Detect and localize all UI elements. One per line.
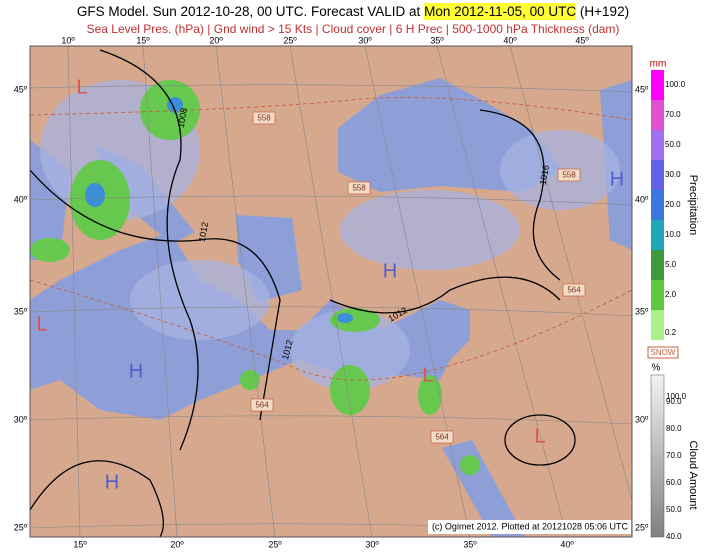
lat-label-left: 25º: [14, 522, 28, 532]
lon-label-top: 10º: [61, 35, 75, 45]
precip-label: 0.2: [665, 328, 677, 337]
cloud-title: Cloud Amount: [687, 440, 699, 509]
pressure-center: H: [610, 168, 624, 190]
pressure-center: H: [383, 260, 397, 282]
title-start: GFS Model. Sun 2012-10-28, 00 UTC. Forec…: [77, 4, 424, 19]
thickness-label-box: [347, 181, 371, 195]
precip-label: 5.0: [665, 260, 677, 269]
lon-label-bottom: 40º: [560, 539, 574, 549]
thickness-label: 564: [567, 286, 581, 295]
thickness-label-box: [250, 398, 274, 412]
subtitle: Sea Level Pres. (hPa) | Gnd wind > 15 Kt…: [87, 22, 620, 36]
thickness-label-box: [252, 111, 276, 125]
lon-label-top: 25º: [283, 35, 297, 45]
thickness-label-box: [430, 430, 454, 444]
lat-label-right: 35º: [635, 306, 649, 316]
precip-unit: mm: [650, 59, 667, 70]
pressure-center: L: [422, 364, 433, 386]
cloud-label: 70.0: [666, 451, 682, 460]
thickness-label: 558: [352, 184, 366, 193]
thickness-label-box: [557, 168, 581, 182]
pressure-center: H: [129, 360, 143, 382]
title: GFS Model. Sun 2012-10-28, 00 UTC. Forec…: [77, 4, 629, 19]
pressure-center: L: [534, 425, 545, 447]
thickness-label: 558: [257, 114, 271, 123]
thickness-label: 564: [435, 433, 449, 442]
lon-label-top: 40º: [503, 35, 517, 45]
lat-label-right: 40º: [635, 194, 649, 204]
snow-box: [647, 346, 679, 359]
precip-swatch: [651, 280, 664, 310]
lat-label-left: 35º: [14, 306, 28, 316]
credit: (c) Ogimet 2012. Plotted at 20121028 05:…: [432, 521, 629, 531]
precip-label: 10.0: [665, 230, 681, 239]
lat-label-right: 30º: [635, 414, 649, 424]
title-end: (H+192): [576, 4, 629, 19]
title-valid: Mon 2012-11-05, 00 UTC: [424, 4, 576, 19]
precip-swatch: [651, 100, 664, 130]
precip-label: 50.0: [665, 140, 681, 149]
precip-swatch: [651, 160, 664, 190]
precip-label: 20.0: [665, 200, 681, 209]
cloud-label: 90.0: [666, 397, 682, 406]
cloud-label: 50.0: [666, 505, 682, 514]
lon-label-bottom: 35º: [463, 539, 477, 549]
pressure-center: L: [76, 76, 87, 98]
precip-title: Precipitation: [687, 175, 699, 236]
pressure-center: H: [105, 471, 119, 493]
precip-swatch: [651, 130, 664, 160]
isobar-label: 1008: [176, 107, 189, 128]
precip-label: 70.0: [665, 110, 681, 119]
precip-label: 100.0: [665, 80, 686, 89]
lon-label-top: 45º: [575, 35, 589, 45]
isobar-label: 1016: [538, 164, 551, 185]
lon-label-top: 35º: [430, 35, 444, 45]
isobars: [30, 49, 576, 537]
pressure-center: L: [36, 313, 47, 335]
precip-label: 30.0: [665, 170, 681, 179]
precip-label: 2.0: [665, 290, 677, 299]
lon-label-top: 20º: [209, 35, 223, 45]
lat-label-left: 30º: [14, 414, 28, 424]
cloud-label: 80.0: [666, 424, 682, 433]
title-highlight: [424, 3, 577, 20]
credit-box: [428, 520, 631, 534]
isobar-label: 1012: [197, 221, 210, 242]
snow-label: SNOW: [651, 348, 676, 357]
thickness-label: 564: [255, 401, 269, 410]
lon-label-bottom: 25º: [268, 539, 282, 549]
lon-label-bottom: 30º: [365, 539, 379, 549]
cloud-label: 60.0: [666, 478, 682, 487]
lon-label-top: 15º: [136, 35, 150, 45]
lat-label-right: 25º: [635, 522, 649, 532]
precip-swatch: [651, 310, 664, 340]
lon-label-bottom: 15º: [73, 539, 87, 549]
cloud-unit: %: [652, 363, 661, 374]
thickness-lines: [30, 97, 632, 381]
cloud-label: 40.0: [666, 532, 682, 541]
lat-label-right: 45º: [635, 84, 649, 94]
map-frame: [29, 45, 633, 538]
thickness-label-box: [562, 283, 586, 297]
cloud-bar: [650, 374, 665, 538]
precip-swatch: [651, 250, 664, 280]
precip-swatch: [651, 70, 664, 100]
lon-label-bottom: 20º: [170, 539, 184, 549]
lon-label-top: 30º: [358, 35, 372, 45]
precip-swatch: [651, 190, 664, 220]
lat-label-left: 45º: [14, 84, 28, 94]
map: [30, 46, 632, 537]
cloud-label: 100.0: [666, 392, 687, 401]
precip-swatch: [651, 220, 664, 250]
thickness-label: 558: [562, 171, 576, 180]
lat-label-left: 40º: [14, 194, 28, 204]
